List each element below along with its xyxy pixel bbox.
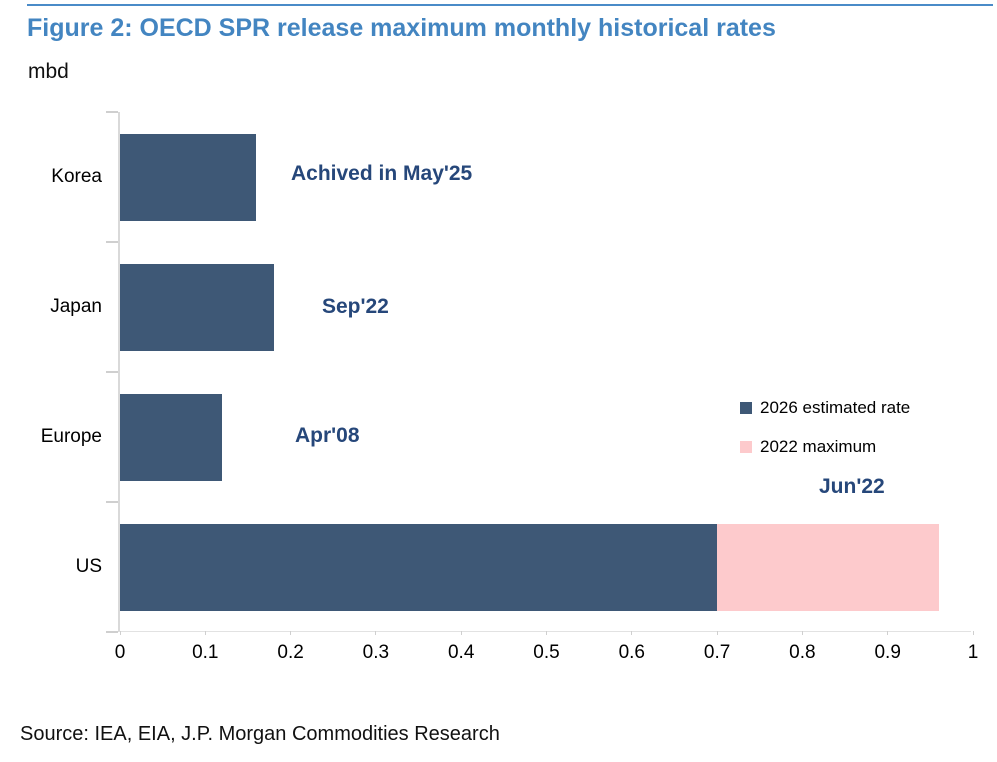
- top-divider-rule: [27, 4, 993, 6]
- x-tick-label: 0: [114, 642, 126, 663]
- x-axis-tick: [375, 631, 377, 635]
- bar-annotation: Achived in May'25: [291, 162, 473, 185]
- x-axis-tick: [887, 631, 889, 635]
- bar-row: [120, 263, 274, 351]
- y-axis-tick: [106, 111, 118, 113]
- bar-segment-2026-estimated-rate: [120, 393, 223, 481]
- y-axis-tick: [106, 631, 118, 633]
- x-tick-label: 0.8: [789, 642, 816, 663]
- x-axis-tick: [204, 631, 206, 635]
- legend-item: 2022 maximum: [740, 434, 910, 459]
- x-axis-tick: [972, 631, 974, 635]
- y-axis-tick: [106, 501, 118, 503]
- bar-segment-2026-estimated-rate: [120, 523, 718, 611]
- x-tick-label: 0.1: [192, 642, 219, 663]
- x-tick-label: 0.3: [362, 642, 390, 663]
- x-tick-label: 0.9: [874, 642, 901, 663]
- bar-segment-2022-maximum: [717, 523, 939, 611]
- source-note: Source: IEA, EIA, J.P. Morgan Commoditie…: [20, 723, 500, 745]
- category-label: Korea: [51, 166, 102, 187]
- legend-label: 2026 estimated rate: [760, 397, 911, 417]
- x-tick-label: 0.5: [533, 642, 560, 663]
- bar-row: [120, 393, 223, 481]
- y-axis-tick: [106, 371, 118, 373]
- x-axis-tick: [546, 631, 547, 635]
- x-axis-tick: [801, 631, 803, 635]
- chart-legend: 2026 estimated rate 2022 maximum: [740, 395, 910, 459]
- x-axis-tick: [119, 631, 121, 635]
- x-tick-label: 0.6: [618, 642, 645, 663]
- bar-row: [120, 133, 257, 221]
- legend-swatch: [740, 401, 752, 414]
- x-axis-tick: [716, 631, 718, 635]
- category-label: Japan: [50, 296, 102, 317]
- y-axis-tick: [106, 241, 118, 243]
- bar-annotation: Jun'22: [819, 475, 885, 498]
- bar-row: [120, 523, 939, 611]
- x-tick-label: 0.7: [703, 642, 731, 663]
- plot-area: 2026 estimated rate 2022 maximum Korea Jap…: [41, 111, 978, 663]
- y-axis-unit-label: mbd: [28, 60, 69, 83]
- bar-segment-2026-estimated-rate: [120, 133, 257, 221]
- x-tick-label: 1: [967, 642, 979, 663]
- bar-segment-2026-estimated-rate: [120, 263, 274, 351]
- category-label: Europe: [40, 426, 102, 447]
- x-tick-label: 0.4: [447, 642, 475, 663]
- category-label: US: [75, 556, 102, 577]
- bar-annotation: Sep'22: [322, 295, 389, 318]
- x-axis-tick: [290, 631, 292, 635]
- legend-swatch: [740, 440, 752, 453]
- x-axis-tick: [631, 631, 633, 635]
- bar-annotation: Apr'08: [295, 424, 360, 447]
- figure-title: Figure 2: OECD SPR release maximum month…: [27, 14, 776, 42]
- legend-item: 2026 estimated rate: [740, 395, 910, 420]
- legend-label: 2022 maximum: [760, 436, 877, 456]
- x-axis-tick: [460, 631, 462, 635]
- x-tick-label: 0.2: [277, 642, 304, 663]
